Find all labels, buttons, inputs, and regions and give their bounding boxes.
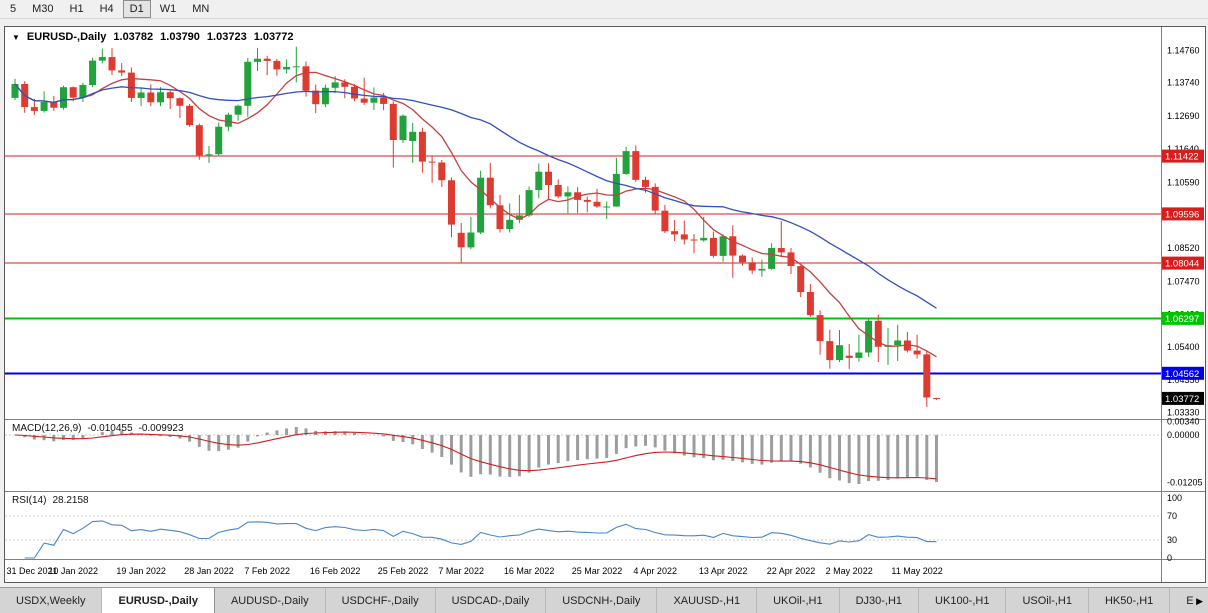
svg-text:0: 0 <box>1167 553 1172 563</box>
chart-tab-usoil-h1[interactable]: USOil-,H1 <box>1006 588 1089 613</box>
moving-average-lines <box>14 71 937 358</box>
pane-separators <box>5 27 1205 582</box>
svg-text:22 Apr 2022: 22 Apr 2022 <box>767 566 816 576</box>
symbol-name: EURUSD-,Daily <box>26 31 107 43</box>
chart-tab-usdchf-daily[interactable]: USDCHF-,Daily <box>325 588 436 613</box>
svg-text:1.06297: 1.06297 <box>1165 314 1199 325</box>
rsi-pane: 100 70 30 0 <box>5 493 1182 563</box>
timeframe-button-w1[interactable]: W1 <box>159 3 177 15</box>
chart-tab-eurusd-daily[interactable]: EURUSD-,Daily <box>102 588 215 613</box>
macd-signal-value: -0.009923 <box>138 423 184 434</box>
svg-text:1.13740: 1.13740 <box>1167 78 1200 88</box>
svg-text:1.11640: 1.11640 <box>1167 144 1199 154</box>
svg-text:16 Mar 2022: 16 Mar 2022 <box>504 566 555 576</box>
svg-text:7 Feb 2022: 7 Feb 2022 <box>244 566 290 576</box>
price-axis[interactable]: 1.14760 1.13740 1.12690 1.11640 1.10590 1.095… <box>1167 45 1200 417</box>
chart-tab-audusd-daily[interactable]: AUDUSD-,Daily <box>214 588 326 613</box>
svg-text:10 Jan 2022: 10 Jan 2022 <box>48 566 98 576</box>
macd-pane: 0.00340 0.00000 -0.01205 <box>5 417 1203 488</box>
level-lines[interactable] <box>5 155 1161 375</box>
chart-tab-uk100-h1[interactable]: UK100-,H1 <box>919 588 1007 613</box>
timeframe-toolbar: 5 M30 H1 H4 D1 W1 MN <box>0 0 1208 19</box>
svg-text:25 Mar 2022: 25 Mar 2022 <box>572 566 623 576</box>
svg-text:1.12690: 1.12690 <box>1167 111 1200 121</box>
svg-text:30: 30 <box>1167 535 1177 545</box>
svg-text:2 May 2022: 2 May 2022 <box>826 566 873 576</box>
chart-tab-usdcnh-daily[interactable]: USDCNH-,Daily <box>546 588 658 613</box>
svg-text:0.00340: 0.00340 <box>1167 417 1200 427</box>
chart-tab-usdx-weekly[interactable]: USDX,Weekly <box>0 588 103 613</box>
chart-symbol-header: ▼ EURUSD-,Daily 1.03782 1.03790 1.03723 1.037… <box>12 31 300 43</box>
timeframe-button-h1[interactable]: H1 <box>69 3 84 15</box>
svg-text:1.04350: 1.04350 <box>1167 375 1200 385</box>
svg-text:1.09596: 1.09596 <box>1165 209 1199 220</box>
chart-tabs-bar: USDX,Weekly EURUSD-,Daily AUDUSD-,Daily USD… <box>0 587 1208 613</box>
symbol-dropdown-icon[interactable]: ▼ <box>12 33 20 42</box>
svg-text:28 Jan 2022: 28 Jan 2022 <box>184 566 234 576</box>
svg-text:25 Feb 2022: 25 Feb 2022 <box>378 566 429 576</box>
svg-text:1.03772: 1.03772 <box>1165 394 1199 405</box>
timeframe-button-m30[interactable]: M30 <box>32 3 54 15</box>
svg-text:1.07470: 1.07470 <box>1167 276 1200 286</box>
svg-text:1.03330: 1.03330 <box>1167 407 1200 417</box>
ohlc-close: 1.03772 <box>253 31 294 43</box>
chart-tab-xauusd-h1[interactable]: XAUUSD-,H1 <box>657 588 758 613</box>
chart-window: 1.14760 1.13740 1.12690 1.11640 1.10590 1.095… <box>4 26 1206 583</box>
svg-text:11 May 2022: 11 May 2022 <box>891 566 942 576</box>
svg-text:4 Apr 2022: 4 Apr 2022 <box>633 566 677 576</box>
svg-text:1.04562: 1.04562 <box>1165 369 1199 380</box>
svg-text:7 Mar 2022: 7 Mar 2022 <box>438 566 484 576</box>
chart-tab-ukoil-h1[interactable]: UKOil-,H1 <box>757 588 840 613</box>
svg-text:1.10590: 1.10590 <box>1167 177 1200 187</box>
chart-tab-hk50-h1[interactable]: HK50-,H1 <box>1088 588 1171 613</box>
svg-text:1.14760: 1.14760 <box>1167 45 1200 55</box>
tab-scroll-right-icon[interactable]: ▶ <box>1193 596 1206 607</box>
macd-header: MACD(12,26,9) -0.010455 -0.009923 <box>12 423 190 434</box>
svg-text:100: 100 <box>1167 493 1182 503</box>
ohlc-high: 1.03790 <box>160 31 200 43</box>
macd-name: MACD(12,26,9) <box>12 423 82 434</box>
candles <box>11 46 940 407</box>
rsi-header: RSI(14) 28.2158 <box>12 495 95 506</box>
svg-text:19 Jan 2022: 19 Jan 2022 <box>116 566 166 576</box>
svg-text:1.11422: 1.11422 <box>1165 152 1199 163</box>
chart-tab-usdcad-daily[interactable]: USDCAD-,Daily <box>435 588 547 613</box>
chart-tab-dj30-h1[interactable]: DJ30-,H1 <box>839 588 920 613</box>
timeframe-button-d1[interactable]: D1 <box>122 0 151 18</box>
svg-text:1.08520: 1.08520 <box>1167 243 1200 253</box>
svg-text:-0.01205: -0.01205 <box>1167 478 1203 488</box>
svg-text:16 Feb 2022: 16 Feb 2022 <box>310 566 361 576</box>
ohlc-open: 1.03782 <box>113 31 154 43</box>
svg-text:31 Dec 2021: 31 Dec 2021 <box>6 566 57 576</box>
svg-text:0.00000: 0.00000 <box>1167 430 1200 440</box>
chart-canvas[interactable]: 1.14760 1.13740 1.12690 1.11640 1.10590 1.095… <box>5 27 1205 582</box>
svg-text:1.05400: 1.05400 <box>1167 342 1200 352</box>
rsi-name: RSI(14) <box>12 495 47 506</box>
svg-text:13 Apr 2022: 13 Apr 2022 <box>699 566 748 576</box>
svg-text:1.08044: 1.08044 <box>1165 259 1199 270</box>
timeframe-button-h4[interactable]: H4 <box>99 3 114 15</box>
macd-value: -0.010455 <box>87 423 133 434</box>
svg-text:70: 70 <box>1167 511 1177 521</box>
price-level-labels: 1.11422 1.09596 1.08044 1.06297 1.04562 1.037… <box>1162 149 1204 405</box>
timeframe-button-mn[interactable]: MN <box>192 3 210 15</box>
rsi-value: 28.2158 <box>52 495 89 506</box>
timeframe-button-5[interactable]: 5 <box>10 3 17 15</box>
ohlc-low: 1.03723 <box>206 31 247 43</box>
